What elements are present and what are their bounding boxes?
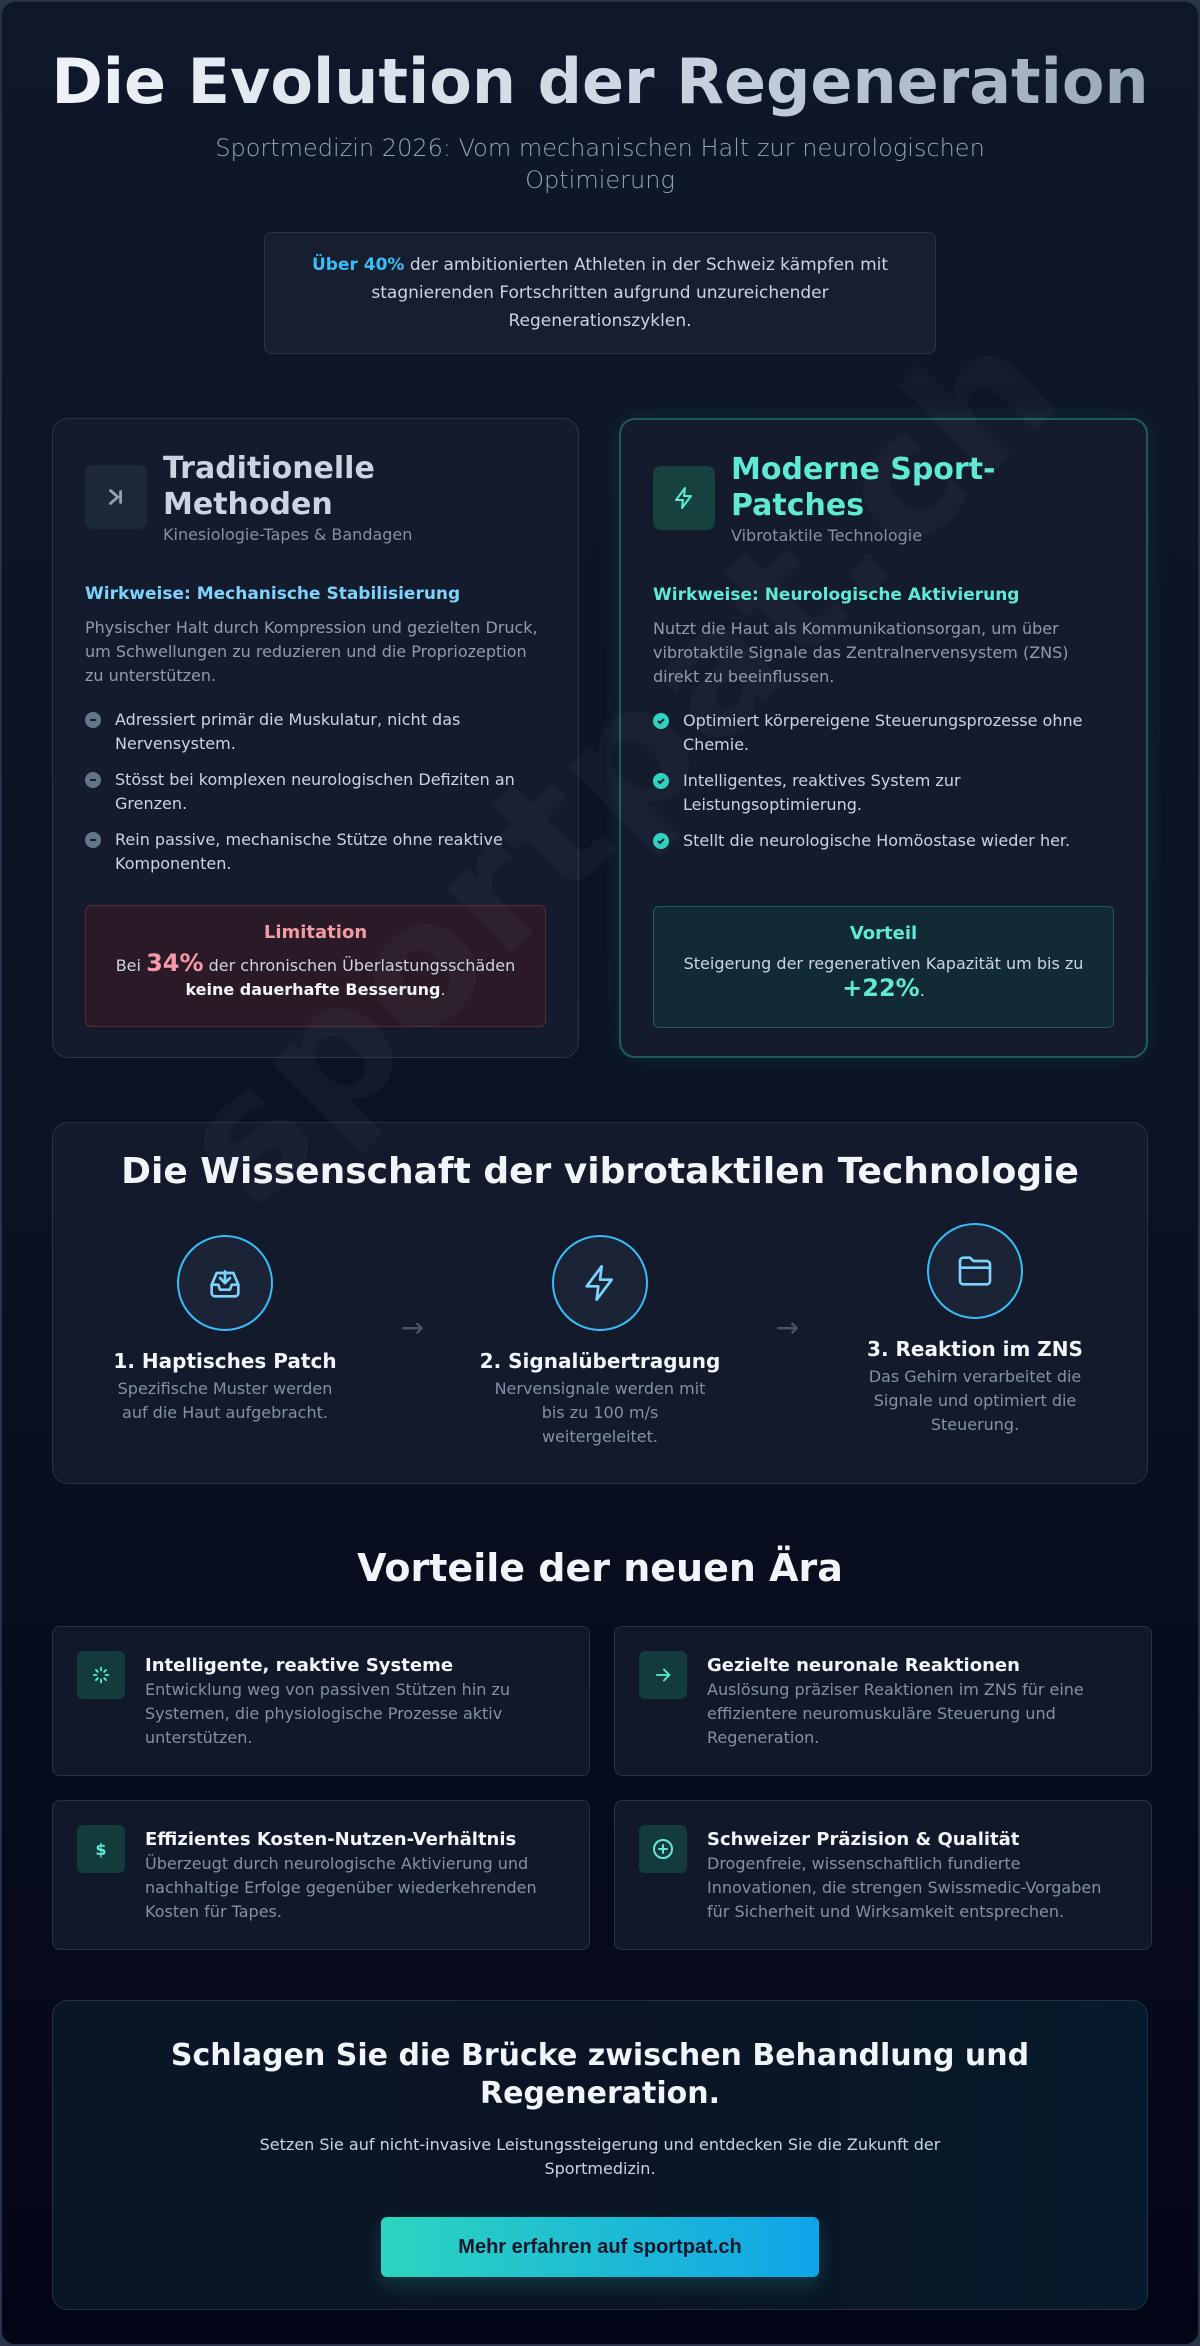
list-item: Adressiert primär die Muskulatur, nicht …	[85, 708, 546, 756]
dollar-icon: $	[77, 1825, 125, 1873]
advantage-callout: Vorteil Steigerung der regenerativen Kap…	[653, 906, 1114, 1028]
check-circle-icon	[653, 713, 669, 729]
plus-circle-icon	[639, 1825, 687, 1873]
step-text: Nervensignale werden mit bis zu 100 m/s …	[494, 1379, 706, 1446]
page-title: Die Evolution der Regeneration	[2, 42, 1198, 122]
section-title: Die Wissenschaft der vibrotaktilen Techn…	[121, 1151, 1079, 1192]
list-item: Stösst bei komplexen neurologischen Defi…	[85, 768, 546, 816]
loader-icon	[77, 1651, 125, 1699]
mechanism-heading: Wirkweise: Neurologische Aktivierung	[653, 585, 1020, 605]
limitation-callout: Limitation Bei 34% der chronischen Überl…	[85, 905, 546, 1027]
arrow-right-icon	[639, 1651, 687, 1699]
callout-body: Steigerung der regenerativen Kapazität u…	[683, 954, 1084, 1002]
minus-circle-icon	[85, 772, 101, 788]
advantages-list: Optimiert körpereigene Steuerungsprozess…	[653, 709, 1114, 853]
list-item: Optimiert körpereigene Steuerungsprozess…	[653, 709, 1114, 757]
minus-circle-icon	[85, 832, 101, 848]
step-text: Spezifische Muster werden auf die Haut a…	[117, 1379, 333, 1422]
stat-highlight: Über 40%	[311, 255, 405, 275]
benefit-text: Drogenfreie, wissenschaftlich fundierte …	[707, 1854, 1102, 1921]
benefit-title: Schweizer Präzision & Qualität	[707, 1829, 1020, 1850]
call-to-action: Schlagen Sie die Brücke zwischen Behandl…	[52, 2000, 1148, 2310]
cta-text: Setzen Sie auf nicht-invasive Leistungss…	[259, 2135, 941, 2178]
inbox-download-icon	[177, 1235, 273, 1331]
folder-icon	[927, 1223, 1023, 1319]
process-steps: 1. Haptisches Patch Spezifische Muster w…	[53, 1223, 1147, 1449]
benefit-text: Überzeugt durch neurologische Aktivierun…	[145, 1854, 537, 1921]
cta-title: Schlagen Sie die Brücke zwischen Behandl…	[170, 2038, 1030, 2111]
modern-patches-card: Moderne Sport-Patches Vibrotaktile Techn…	[619, 418, 1148, 1058]
step-title: 3. Reaktion im ZNS	[867, 1337, 1083, 1361]
mute-arrow-icon	[85, 465, 147, 529]
list-item: Rein passive, mechanische Stütze ohne re…	[85, 828, 546, 876]
benefits-grid: Intelligente, reaktive Systeme Entwicklu…	[2, 1590, 1198, 1950]
arrow-right-icon: →	[400, 1311, 425, 1344]
callout-title: Vorteil	[849, 923, 918, 944]
lightning-icon	[552, 1235, 648, 1331]
stat-text: der ambitionierten Athleten in der Schwe…	[371, 255, 889, 331]
benefit-text: Auslösung präziser Reaktionen im ZNS für…	[707, 1680, 1084, 1747]
benefit-title: Effizientes Kosten-Nutzen-Verhältnis	[145, 1829, 517, 1850]
learn-more-button[interactable]: Mehr erfahren auf sportpat.ch	[381, 2217, 819, 2277]
benefit-title: Gezielte neuronale Reaktionen	[707, 1655, 1020, 1676]
stat-box: Über 40% der ambitionierten Athleten in …	[264, 232, 936, 354]
benefit-card: Intelligente, reaktive Systeme Entwicklu…	[52, 1626, 590, 1776]
limitations-list: Adressiert primär die Muskulatur, nicht …	[85, 708, 546, 876]
list-item: Intelligentes, reaktives System zur Leis…	[653, 769, 1114, 817]
card-subtitle: Kinesiologie-Tapes & Bandagen	[163, 525, 413, 544]
benefit-card: Gezielte neuronale Reaktionen Auslösung …	[614, 1626, 1152, 1776]
card-title: Moderne Sport-Patches	[731, 452, 996, 523]
card-subtitle: Vibrotaktile Technologie	[731, 526, 923, 545]
arrow-right-icon: →	[775, 1311, 800, 1344]
list-item: Stellt die neurologische Homöostase wied…	[653, 829, 1114, 853]
step-title: 1. Haptisches Patch	[113, 1349, 337, 1373]
mechanism-description: Physischer Halt durch Kompression und ge…	[85, 618, 538, 685]
hero: Die Evolution der Regeneration Sportmedi…	[2, 2, 1198, 354]
limitation-value: 34%	[146, 949, 204, 977]
process-step: 2. Signalübertragung Nervensignale werde…	[475, 1235, 725, 1449]
minus-circle-icon	[85, 712, 101, 728]
benefit-text: Entwicklung weg von passiven Stützen hin…	[145, 1680, 511, 1747]
process-step: 1. Haptisches Patch Spezifische Muster w…	[100, 1235, 350, 1449]
callout-title: Limitation	[263, 922, 368, 943]
page-subtitle: Sportmedizin 2026: Vom mechanischen Halt…	[215, 134, 985, 194]
traditional-methods-card: Traditionelle Methoden Kinesiologie-Tape…	[52, 418, 579, 1058]
lightning-icon	[653, 466, 715, 530]
mechanism-heading: Wirkweise: Mechanische Stabilisierung	[85, 584, 461, 604]
benefit-card: Schweizer Präzision & Qualität Drogenfre…	[614, 1800, 1152, 1950]
step-title: 2. Signalübertragung	[479, 1349, 721, 1373]
benefits-title: Vorteile der neuen Ära	[357, 1546, 843, 1590]
advantage-value: +22%	[842, 974, 920, 1002]
comparison-section: Traditionelle Methoden Kinesiologie-Tape…	[2, 354, 1198, 1058]
science-section: Die Wissenschaft der vibrotaktilen Techn…	[52, 1122, 1148, 1484]
check-circle-icon	[653, 773, 669, 789]
process-step: 3. Reaktion im ZNS Das Gehirn verarbeite…	[850, 1223, 1100, 1449]
benefit-title: Intelligente, reaktive Systeme	[145, 1655, 454, 1676]
step-text: Das Gehirn verarbeitet die Signale und o…	[868, 1367, 1082, 1434]
callout-body: Bei 34% der chronischen Überlastungsschä…	[115, 949, 516, 999]
card-title: Traditionelle Methoden	[163, 451, 375, 522]
check-circle-icon	[653, 833, 669, 849]
mechanism-description: Nutzt die Haut als Kommunikationsorgan, …	[653, 619, 1069, 686]
benefit-card: $ Effizientes Kosten-Nutzen-Verhältnis Ü…	[52, 1800, 590, 1950]
